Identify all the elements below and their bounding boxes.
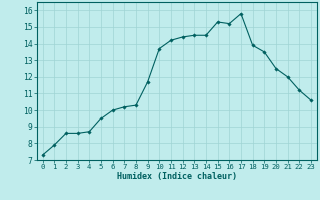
X-axis label: Humidex (Indice chaleur): Humidex (Indice chaleur) [117, 172, 237, 181]
